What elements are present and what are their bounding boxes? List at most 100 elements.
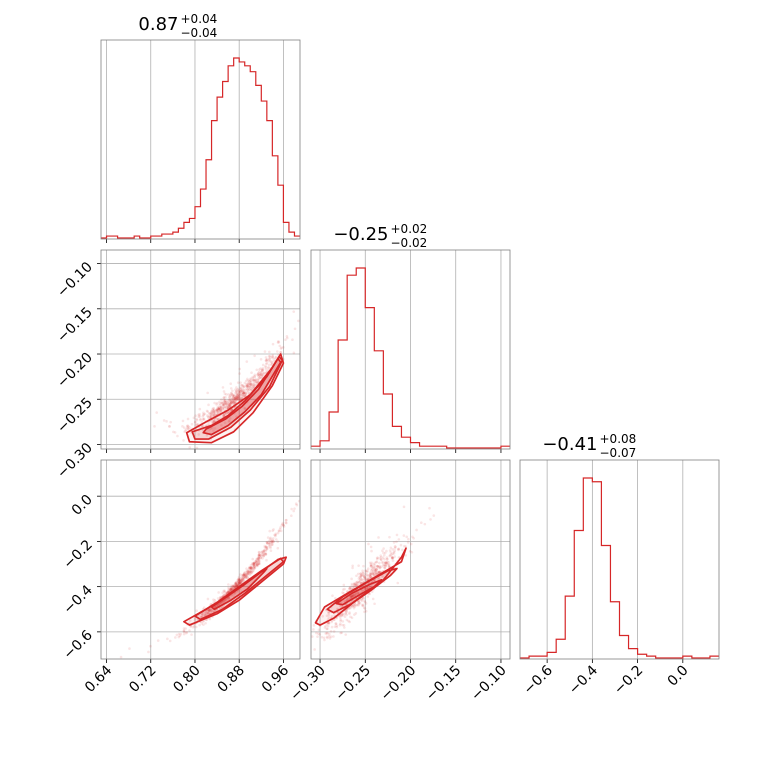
- sample-point: [184, 627, 187, 630]
- sample-point: [268, 354, 272, 358]
- sample-point: [378, 557, 382, 560]
- sample-point: [216, 411, 219, 415]
- sample-point: [284, 521, 288, 524]
- sample-point: [363, 610, 366, 614]
- sample-point: [345, 613, 349, 617]
- sample-point: [264, 552, 267, 555]
- sample-point: [366, 577, 370, 580]
- sample-point: [222, 403, 226, 407]
- sample-point: [262, 549, 266, 552]
- sample-point: [281, 522, 284, 526]
- sample-point: [392, 550, 396, 554]
- sample-point: [250, 562, 254, 565]
- sample-point: [373, 563, 377, 567]
- sample-point: [209, 607, 212, 611]
- sample-point: [198, 407, 202, 411]
- sample-point: [262, 551, 266, 555]
- sample-point: [200, 614, 204, 618]
- sample-point: [147, 650, 150, 654]
- sample-point: [210, 609, 213, 612]
- sample-point: [178, 634, 182, 638]
- sample-point: [358, 579, 362, 583]
- sample-point: [238, 372, 241, 375]
- sample-point: [257, 562, 261, 565]
- sample-point: [210, 410, 214, 413]
- sample-point: [224, 591, 227, 595]
- sample-point: [375, 564, 379, 568]
- sample-point: [351, 594, 355, 598]
- sample-point: [224, 598, 228, 602]
- sample-point: [247, 572, 250, 576]
- sample-point: [342, 583, 346, 587]
- sample-point: [368, 573, 372, 577]
- sample-point: [375, 572, 378, 576]
- sample-point: [357, 601, 361, 605]
- sample-point: [393, 547, 397, 550]
- sample-point: [231, 587, 234, 590]
- sample-point: [262, 549, 266, 553]
- sample-point: [256, 372, 260, 376]
- sample-point: [381, 556, 385, 560]
- sample-point: [219, 407, 222, 411]
- sample-point: [265, 546, 269, 550]
- sample-point: [265, 547, 269, 550]
- sample-point: [223, 392, 227, 396]
- sample-point: [279, 351, 282, 354]
- sample-point: [243, 381, 247, 385]
- sample-point: [269, 549, 273, 553]
- sample-point: [361, 571, 365, 575]
- sample-point: [244, 576, 247, 580]
- sample-point: [229, 588, 232, 591]
- sample-point: [276, 531, 280, 535]
- sample-point: [265, 548, 269, 551]
- sample-point: [346, 589, 349, 593]
- sample-point: [325, 635, 329, 639]
- sample-point: [251, 570, 255, 573]
- sample-point: [264, 368, 268, 371]
- sample-point: [246, 575, 249, 579]
- sample-point: [353, 593, 357, 597]
- sample-point: [183, 630, 186, 634]
- sample-point: [388, 554, 391, 558]
- sample-point: [355, 574, 358, 578]
- sample-point: [242, 391, 245, 395]
- sample-point: [285, 521, 288, 525]
- sample-point: [247, 382, 251, 386]
- sample-point: [219, 410, 222, 413]
- sample-point: [376, 556, 380, 560]
- sample-point: [222, 403, 225, 407]
- sample-point: [254, 560, 258, 563]
- sample-point: [239, 393, 243, 397]
- sample-point: [233, 398, 237, 401]
- sample-point: [407, 537, 410, 541]
- sample-point: [383, 563, 386, 567]
- sample-point: [250, 571, 253, 575]
- sample-point: [216, 405, 220, 409]
- sample-point: [221, 407, 225, 411]
- sample-point: [367, 577, 370, 580]
- sample-point: [256, 559, 260, 563]
- sample-point: [222, 390, 226, 393]
- sample-point: [229, 382, 233, 385]
- sample-point: [242, 391, 246, 395]
- sample-point: [375, 557, 379, 561]
- sample-point: [258, 374, 261, 377]
- sample-point: [182, 439, 185, 442]
- sample-point: [257, 559, 261, 562]
- sample-point: [241, 391, 245, 394]
- sample-point: [342, 613, 345, 617]
- sample-point: [208, 414, 212, 418]
- sample-point: [240, 578, 244, 582]
- sample-point: [365, 570, 369, 574]
- sample-point: [387, 565, 391, 568]
- sample-point: [228, 396, 231, 399]
- sample-point: [372, 579, 376, 582]
- sample-point: [387, 563, 391, 566]
- sample-point: [235, 392, 239, 396]
- sample-point: [235, 398, 238, 401]
- sample-point: [354, 582, 357, 586]
- sample-point: [278, 527, 282, 531]
- sample-point: [256, 557, 260, 561]
- sample-point: [226, 404, 230, 407]
- sample-point: [231, 399, 234, 403]
